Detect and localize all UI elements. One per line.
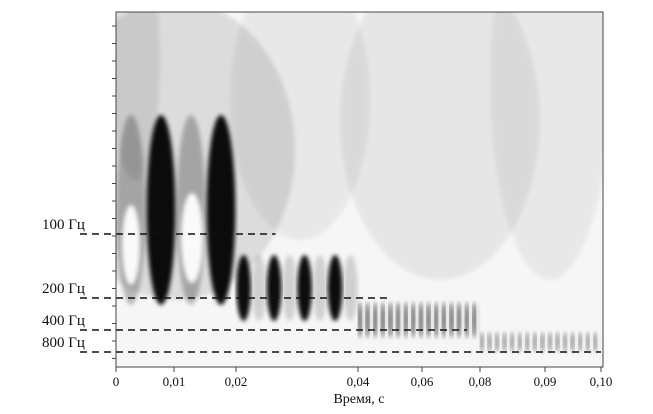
x-tick-label: 0,04 [347,374,370,389]
heatmap-highlight [181,193,203,283]
frequency-level-label: 200 Гц [42,281,85,297]
x-tick-label: 0 [113,374,120,389]
heatmap-blob [468,302,473,338]
heatmap-blob [461,302,465,338]
heatmap-blob [365,302,370,338]
heatmap-shade [230,12,370,240]
heatmap-blob [411,302,416,338]
heatmap-blob [536,332,541,352]
heatmap-blob [491,332,496,352]
heatmap-blob [502,332,507,352]
x-tick-label: 0,02 [225,374,248,389]
heatmap-blob [343,255,358,321]
heatmap-blob [396,302,400,338]
heatmap-blob [449,302,454,338]
x-axis: 0 0,01 0,02 0,04 0,06 0,08 0,09 0,10 [113,367,613,389]
heatmap-area [116,12,603,352]
heatmap-blob [540,332,545,352]
heatmap-blob [555,332,560,352]
heatmap-blob [426,302,431,338]
heatmap-blob [559,332,564,352]
heatmap-shade [340,12,540,280]
heatmap-blob [422,302,427,338]
heatmap-blob [464,302,469,338]
heatmap-blob [480,332,484,352]
heatmap-blob [403,302,408,338]
frequency-level-label: 100 Гц [42,217,85,233]
heatmap-blob [297,255,312,321]
heatmap-blob [388,302,393,338]
heatmap-blob [499,332,503,352]
heatmap-blob [236,255,251,321]
heatmap-blob [206,115,236,305]
heatmap-blob [251,255,267,321]
x-tick-label: 0,01 [163,374,186,389]
heatmap-blob [544,332,548,352]
heatmap-blob [521,332,526,352]
frequency-reference-lines: 100 Гц 200 Гц 400 Гц 800 Гц [42,217,601,353]
heatmap-blob [533,332,537,352]
heatmap-blob [586,332,590,352]
heatmap-blob [377,302,381,338]
heatmap-blob [548,332,552,352]
heatmap-blob [510,332,514,352]
heatmap-blob [529,332,533,352]
heatmap-blob [597,332,601,352]
heatmap-blob [574,332,579,352]
heatmap-blob [312,255,328,321]
heatmap-blob [146,115,176,305]
heatmap-blob [567,332,571,352]
heatmap-blob [407,302,412,338]
heatmap-blob [434,302,439,338]
heatmap-blob [593,332,598,352]
heatmap-blob [266,255,282,321]
heatmap-blob [457,302,461,338]
heatmap-blob [472,302,477,338]
heatmap-blob [582,332,586,352]
heatmap-blob [495,332,499,352]
heatmap-blob [430,302,435,338]
heatmap-blob [282,255,297,321]
heatmap-blob [373,302,378,338]
heatmap-blob [400,302,404,338]
heatmap-blob [563,332,567,352]
heatmap-blob [415,302,419,338]
heatmap-blob [358,302,362,338]
heatmap-blob [589,332,594,352]
heatmap-blob [442,302,446,338]
heatmap-blob [506,332,511,352]
heatmap-blob [487,332,492,352]
x-tick-label: 0,10 [590,374,613,389]
heatmap-blob [514,332,518,352]
heatmap-blob [578,332,582,352]
heatmap-blob [361,302,366,338]
heatmap-blob [517,332,522,352]
heatmap-blob [453,302,458,338]
heatmap-blob [483,332,488,352]
heatmap-blob [445,302,450,338]
x-tick-label: 0,08 [469,374,492,389]
heatmap-blob [476,302,480,338]
heatmap-blob [369,302,374,338]
x-tick-label: 0,09 [534,374,557,389]
heatmap-shade [490,12,603,280]
heatmap-highlight [122,205,140,285]
plot-frame [115,11,604,368]
x-tick-label: 0,06 [411,374,434,389]
heatmap-blob [384,302,389,338]
heatmap-blob [525,332,530,352]
heatmap-blob [327,255,343,321]
heatmap-blob [438,302,442,338]
heatmap-blob [551,332,556,352]
y-axis-ticks [112,25,116,359]
heatmap-blob [381,302,385,338]
frequency-level-label: 400 Гц [42,313,85,329]
x-axis-title: Время, с [333,392,384,407]
heatmap-blob [570,332,575,352]
frequency-level-label: 800 Гц [42,335,85,351]
heatmap-blob [392,302,397,338]
heatmap-blob [419,302,423,338]
